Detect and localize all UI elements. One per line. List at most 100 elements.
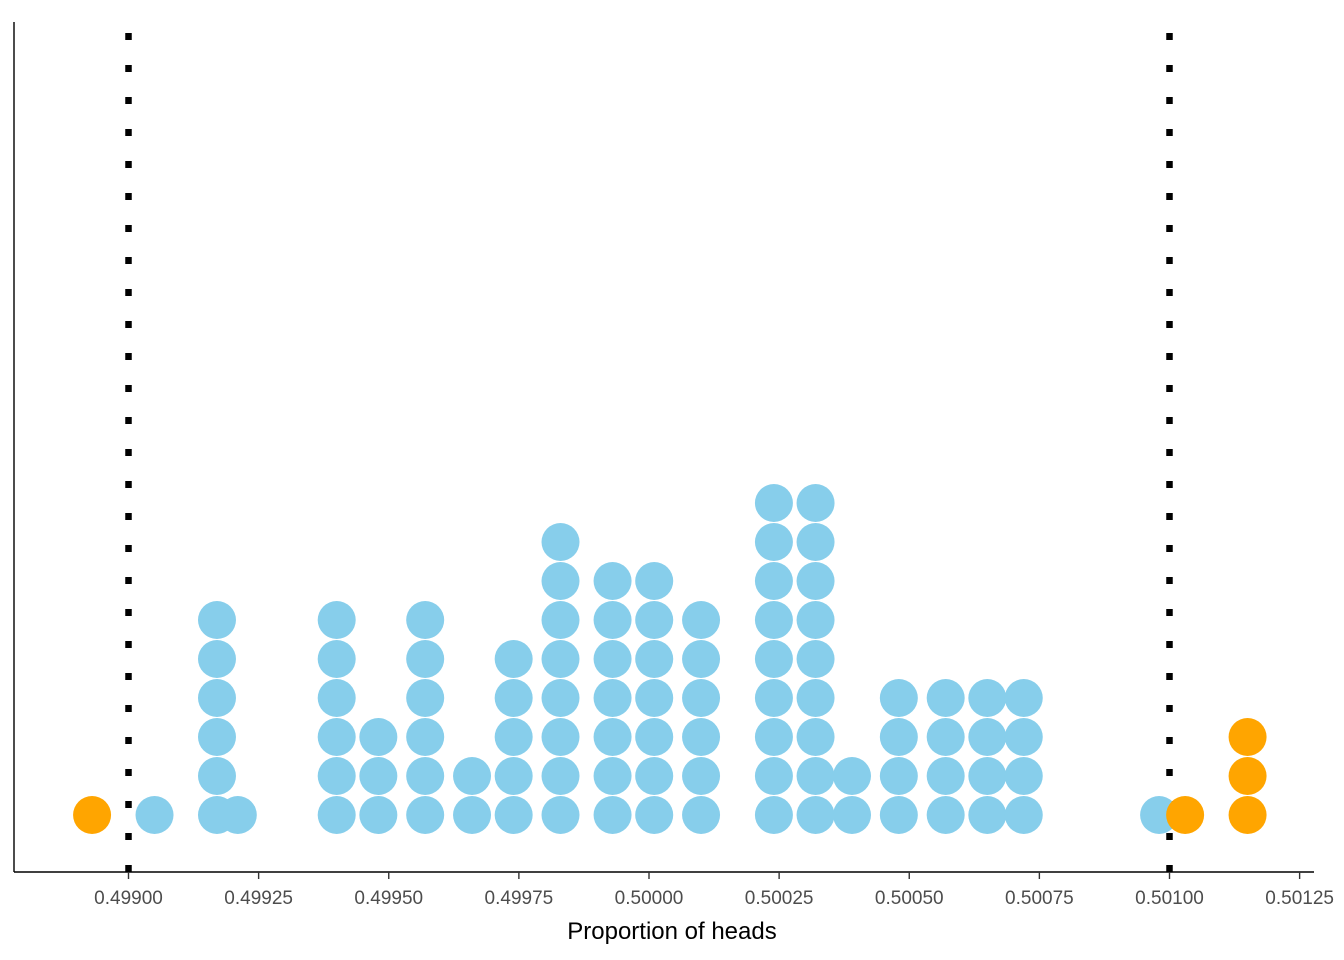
dot-inside-14-0	[796, 796, 835, 834]
dot-outside-22-2	[1228, 718, 1267, 756]
x-tick-label: 0.50025	[745, 888, 814, 909]
dot-inside-14-2	[796, 718, 835, 756]
dot-inside-18-0	[968, 796, 1007, 834]
dot-inside-11-3	[635, 679, 674, 717]
dot-inside-9-0	[541, 796, 580, 834]
dot-inside-11-4	[635, 640, 674, 678]
dot-outside-22-1	[1228, 757, 1267, 795]
x-tick-label: 0.50050	[875, 888, 944, 909]
reference-lines	[125, 33, 1173, 872]
dot-inside-19-3	[1004, 679, 1043, 717]
dot-inside-13-5	[754, 601, 793, 639]
dot-inside-13-0	[754, 796, 793, 834]
dot-inside-13-7	[754, 523, 793, 561]
dot-inside-9-1	[541, 757, 580, 795]
dot-inside-6-2	[406, 718, 445, 756]
dot-inside-6-1	[406, 757, 445, 795]
dot-inside-8-0	[494, 796, 533, 834]
dot-inside-8-3	[494, 679, 533, 717]
dot-inside-19-2	[1004, 718, 1043, 756]
dot-inside-10-3	[593, 679, 632, 717]
dot-inside-8-2	[494, 718, 533, 756]
x-tick-label: 0.49925	[224, 888, 293, 909]
dot-inside-4-3	[317, 679, 356, 717]
dot-inside-11-0	[635, 796, 674, 834]
dot-inside-9-3	[541, 679, 580, 717]
dot-inside-14-5	[796, 601, 835, 639]
dot-inside-9-7	[541, 523, 580, 561]
dot-inside-4-1	[317, 757, 356, 795]
dot-inside-14-3	[796, 679, 835, 717]
x-tick-label: 0.49900	[94, 888, 163, 909]
x-tick-label: 0.50000	[615, 888, 684, 909]
dot-inside-6-0	[406, 796, 445, 834]
dot-inside-2-4	[197, 640, 236, 678]
dot-inside-11-1	[635, 757, 674, 795]
dot-inside-11-2	[635, 718, 674, 756]
dot-inside-9-4	[541, 640, 580, 678]
dot-inside-20-0	[1140, 796, 1179, 834]
x-tick-label: 0.50100	[1135, 888, 1204, 909]
dot-inside-14-1	[796, 757, 835, 795]
dot-inside-10-1	[593, 757, 632, 795]
dot-inside-10-6	[593, 562, 632, 600]
x-tick-label: 0.50075	[1005, 888, 1074, 909]
dot-inside-8-4	[494, 640, 533, 678]
dot-inside-5-0	[359, 796, 398, 834]
dot-inside-6-5	[406, 601, 445, 639]
dot-inside-15-0	[832, 796, 871, 834]
dot-inside-2-1	[197, 757, 236, 795]
x-axis-title: Proportion of heads	[567, 918, 776, 945]
dot-outside-22-0	[1228, 796, 1267, 834]
dot-inside-12-0	[682, 796, 721, 834]
dot-inside-10-2	[593, 718, 632, 756]
dot-inside-10-5	[593, 601, 632, 639]
dot-inside-11-6	[635, 562, 674, 600]
dot-inside-13-2	[754, 718, 793, 756]
dot-inside-4-4	[317, 640, 356, 678]
dot-inside-4-0	[317, 796, 356, 834]
dot-inside-2-2	[197, 718, 236, 756]
dot-inside-9-5	[541, 601, 580, 639]
dot-inside-13-6	[754, 562, 793, 600]
dot-inside-9-2	[541, 718, 580, 756]
x-tick-label: 0.50125	[1265, 888, 1334, 909]
dot-inside-16-0	[879, 796, 918, 834]
x-axis-ticks: 0.49900 0.49925 0.49950 0.49975 0.50000 0.500…	[94, 872, 1334, 909]
dot-inside-15-1	[832, 757, 871, 795]
dot-inside-12-1	[682, 757, 721, 795]
dot-inside-14-6	[796, 562, 835, 600]
dot-inside-12-3	[682, 679, 721, 717]
dot-inside-19-1	[1004, 757, 1043, 795]
dot-inside-6-4	[406, 640, 445, 678]
dot-inside-7-1	[453, 757, 492, 795]
dot-inside-13-4	[754, 640, 793, 678]
dot-inside-17-3	[926, 679, 965, 717]
dot-inside-4-2	[317, 718, 356, 756]
dot-inside-18-1	[968, 757, 1007, 795]
dot-inside-18-3	[968, 679, 1007, 717]
dot-inside-8-1	[494, 757, 533, 795]
dot-inside-1-0	[135, 796, 174, 834]
dot-inside-14-4	[796, 640, 835, 678]
dot-inside-3-0	[218, 796, 257, 834]
dot-inside-17-2	[926, 718, 965, 756]
dot-inside-14-8	[796, 484, 835, 522]
dot-inside-5-2	[359, 718, 398, 756]
dot-inside-7-0	[453, 796, 492, 834]
dot-inside-5-1	[359, 757, 398, 795]
dot-inside-16-2	[879, 718, 918, 756]
dot-inside-12-2	[682, 718, 721, 756]
dot-inside-2-3	[197, 679, 236, 717]
dot-inside-12-4	[682, 640, 721, 678]
dot-inside-13-3	[754, 679, 793, 717]
dot-inside-17-0	[926, 796, 965, 834]
dot-inside-9-6	[541, 562, 580, 600]
dot-inside-10-4	[593, 640, 632, 678]
dot-inside-18-2	[968, 718, 1007, 756]
dot-inside-19-0	[1004, 796, 1043, 834]
dot-inside-14-7	[796, 523, 835, 561]
dot-inside-13-8	[754, 484, 793, 522]
dot-inside-6-3	[406, 679, 445, 717]
